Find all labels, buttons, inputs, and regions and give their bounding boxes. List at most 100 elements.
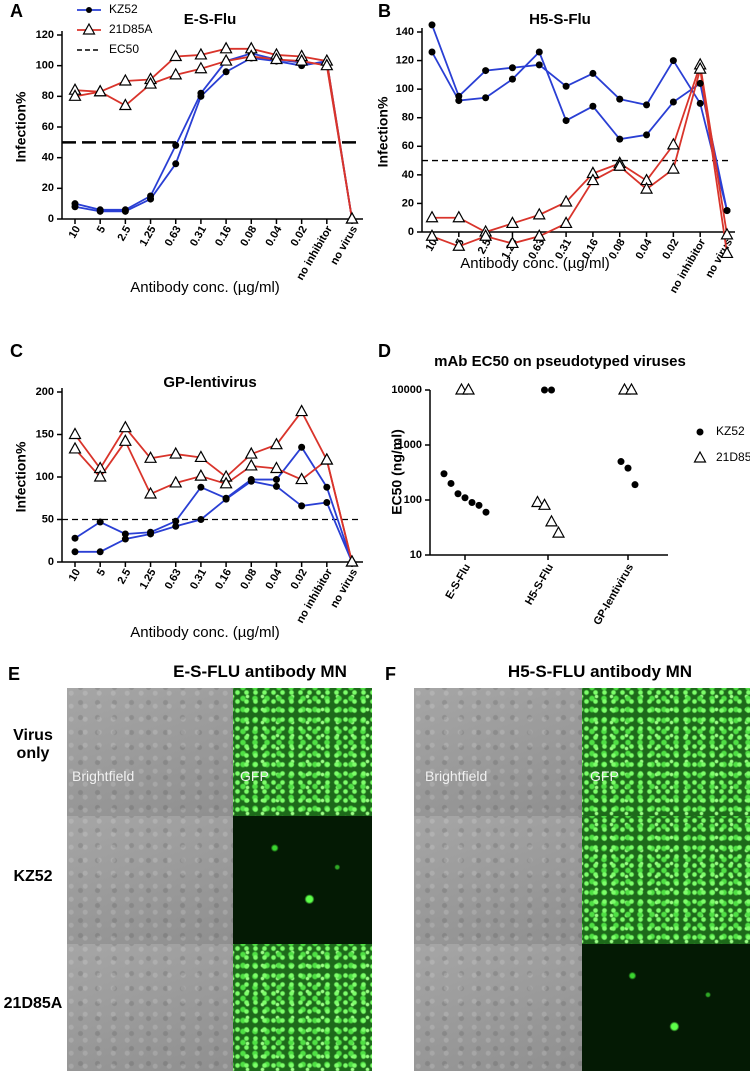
data-point — [298, 443, 306, 451]
brightfield-image — [414, 944, 582, 1071]
data-point — [452, 239, 466, 251]
data-line — [74, 439, 353, 563]
data-point — [589, 69, 597, 77]
data-point — [425, 210, 439, 223]
data-point — [169, 49, 183, 62]
data-point — [631, 481, 639, 489]
y-tick-label: 80 — [42, 90, 54, 102]
data-point — [247, 477, 255, 485]
y-tick-label: 1000 — [398, 439, 422, 451]
data-point — [452, 210, 466, 223]
x-tick-label: 10 — [424, 237, 441, 254]
x-tick-label: 5 — [95, 567, 108, 578]
data-point — [723, 207, 731, 215]
x-tick-label: E-S-Flu — [443, 562, 473, 601]
data-point — [616, 135, 624, 143]
data-point — [624, 464, 632, 472]
brightfield-image — [67, 944, 233, 1071]
data-point — [118, 73, 132, 86]
x-tick-label: 0.63 — [163, 567, 184, 592]
y-tick-label: 40 — [402, 169, 414, 181]
data-point — [345, 211, 359, 224]
micrograph-title: E-S-FLU antibody MN — [173, 662, 347, 681]
data-point — [93, 469, 107, 482]
data-point — [172, 160, 180, 168]
data-point — [295, 472, 309, 485]
chart-title: H5-S-Flu — [529, 11, 591, 28]
y-tick-label: 150 — [36, 428, 54, 440]
data-point — [144, 451, 158, 463]
data-point — [693, 450, 707, 463]
y-tick-label: 140 — [396, 26, 414, 38]
chart-title: E-S-Flu — [184, 11, 237, 28]
gfp-image — [233, 944, 372, 1071]
data-point — [244, 458, 258, 471]
y-tick-label: 0 — [48, 556, 54, 568]
y-axis-label: Infection% — [375, 96, 391, 167]
data-point — [447, 479, 455, 487]
data-point — [244, 49, 258, 62]
y-tick-label: 100 — [36, 60, 54, 72]
x-tick-label: 0.31 — [188, 224, 209, 249]
data-point — [693, 61, 707, 74]
data-point — [147, 530, 155, 538]
data-point — [455, 97, 463, 105]
x-tick-label: 0.31 — [188, 567, 209, 592]
data-point — [696, 99, 704, 107]
channel-label: GFP — [590, 768, 619, 784]
data-point — [559, 194, 573, 207]
row-label: 21D85A — [3, 995, 63, 1012]
chart-title: GP-lentivirus — [163, 374, 256, 391]
x-tick-label: 1.25 — [138, 224, 159, 249]
data-point — [96, 518, 104, 526]
x-tick-label: 5 — [95, 224, 108, 235]
y-tick-label: 20 — [402, 197, 414, 209]
data-line — [431, 50, 728, 211]
x-axis-label: Antibody conc. (µg/ml) — [460, 255, 610, 272]
data-point — [118, 420, 132, 433]
data-point — [194, 468, 208, 481]
panel-letter: F — [385, 664, 396, 684]
panel-letter: A — [10, 1, 23, 21]
data-point — [222, 68, 230, 76]
data-line — [432, 64, 728, 235]
data-point — [320, 452, 334, 465]
data-point — [295, 53, 309, 66]
row-label: Virus only — [13, 727, 53, 762]
panel-letter: D — [378, 341, 391, 361]
data-point — [269, 437, 283, 450]
data-point — [624, 382, 639, 395]
gfp-image — [233, 688, 372, 816]
gfp-image — [582, 944, 750, 1071]
y-tick-label: 200 — [36, 386, 54, 398]
data-point — [535, 48, 543, 56]
data-point — [461, 382, 476, 395]
data-point — [589, 102, 597, 110]
y-tick-label: 10 — [410, 549, 422, 561]
data-point — [68, 89, 82, 101]
legend-label: EC50 — [109, 42, 139, 56]
data-point — [562, 82, 570, 90]
y-tick-label: 0 — [408, 226, 414, 238]
data-point — [194, 450, 208, 463]
data-point — [197, 483, 205, 491]
x-tick-label: H5-S-Flu — [523, 562, 556, 607]
data-point — [269, 461, 283, 474]
data-point — [86, 7, 92, 13]
x-tick-label: 0.04 — [263, 223, 285, 248]
data-point — [532, 229, 546, 241]
data-point — [144, 486, 158, 499]
data-point — [71, 203, 79, 211]
data-point — [96, 548, 104, 556]
x-tick-label: 0.02 — [289, 224, 310, 249]
x-tick-label: 0.16 — [213, 224, 234, 249]
panel-letter: C — [10, 341, 23, 361]
data-point — [96, 207, 104, 215]
y-tick-label: 60 — [42, 121, 54, 133]
data-point — [720, 246, 734, 259]
y-tick-label: 80 — [402, 112, 414, 124]
y-tick-label: 50 — [42, 513, 54, 525]
row-label: KZ52 — [13, 868, 53, 885]
y-axis-label: Infection% — [13, 441, 29, 512]
